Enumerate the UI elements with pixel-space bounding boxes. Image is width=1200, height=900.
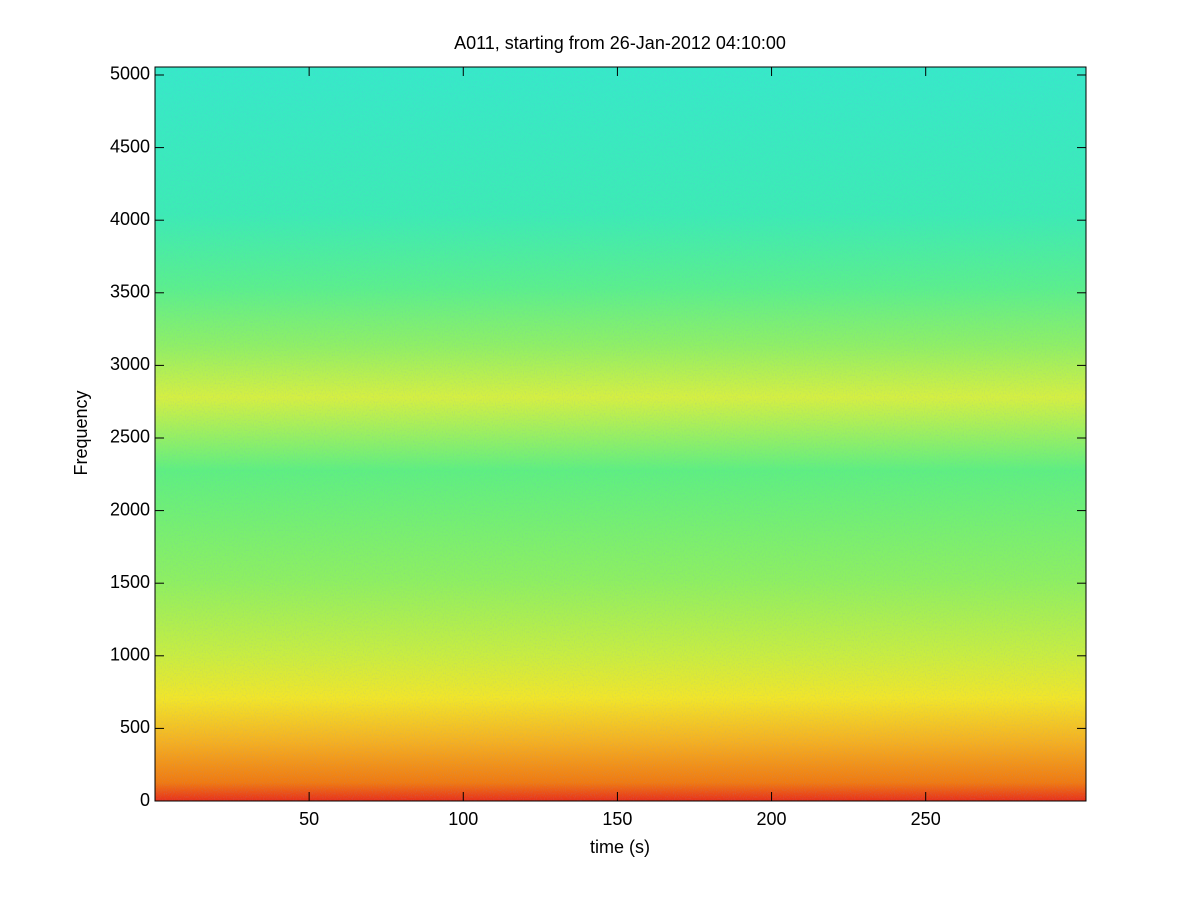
x-tick-label: 250	[911, 809, 941, 829]
y-tick-label: 2000	[110, 499, 150, 519]
y-tick-label: 3500	[110, 282, 150, 302]
x-tick-label: 100	[448, 809, 478, 829]
y-tick-label: 0	[140, 790, 150, 810]
plot-frame	[154, 66, 1087, 802]
y-tick-label: 500	[120, 717, 150, 737]
y-tick-label: 5000	[110, 64, 150, 84]
y-tick-label: 4000	[110, 209, 150, 229]
y-tick-label: 2500	[110, 427, 150, 447]
spectrogram-texture	[155, 67, 1086, 801]
y-tick-label: 3000	[110, 354, 150, 374]
chart-title: A011, starting from 26-Jan-2012 04:10:00	[454, 33, 786, 53]
y-tick-label: 1000	[110, 645, 150, 665]
x-tick-label: 150	[602, 809, 632, 829]
y-tick-label: 1500	[110, 572, 150, 592]
y-tick-label: 4500	[110, 136, 150, 156]
x-axis-label: time (s)	[590, 837, 650, 857]
x-tick-label: 50	[299, 809, 319, 829]
x-tick-label: 200	[757, 809, 787, 829]
y-axis-label: Frequency	[71, 390, 91, 475]
